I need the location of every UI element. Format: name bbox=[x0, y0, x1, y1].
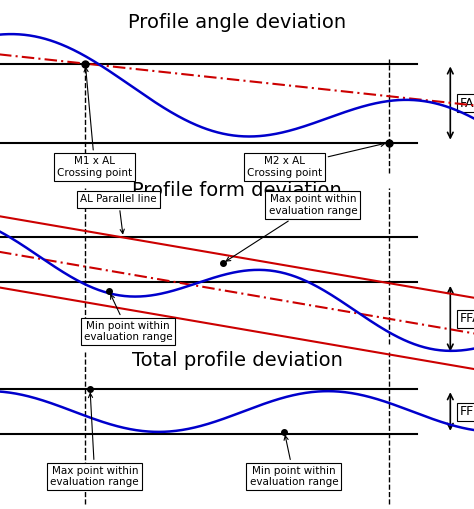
Text: Min point within
evaluation range: Min point within evaluation range bbox=[250, 436, 338, 487]
Text: AL Parallel line: AL Parallel line bbox=[80, 194, 157, 234]
Text: M1 x AL
Crossing point: M1 x AL Crossing point bbox=[57, 68, 132, 178]
Text: FF: FF bbox=[460, 405, 474, 418]
Text: Max point within
evaluation range: Max point within evaluation range bbox=[51, 393, 139, 487]
Text: Total profile deviation: Total profile deviation bbox=[132, 351, 342, 370]
Text: Min point within
evaluation range: Min point within evaluation range bbox=[84, 295, 172, 342]
Text: Profile angle deviation: Profile angle deviation bbox=[128, 13, 346, 32]
Text: FFA: FFA bbox=[460, 312, 474, 325]
Text: FA: FA bbox=[460, 97, 474, 109]
Text: Profile form deviation: Profile form deviation bbox=[132, 181, 342, 200]
Text: Max point within
evaluation range: Max point within evaluation range bbox=[226, 194, 357, 261]
Text: M2 x AL
Crossing point: M2 x AL Crossing point bbox=[247, 143, 385, 178]
